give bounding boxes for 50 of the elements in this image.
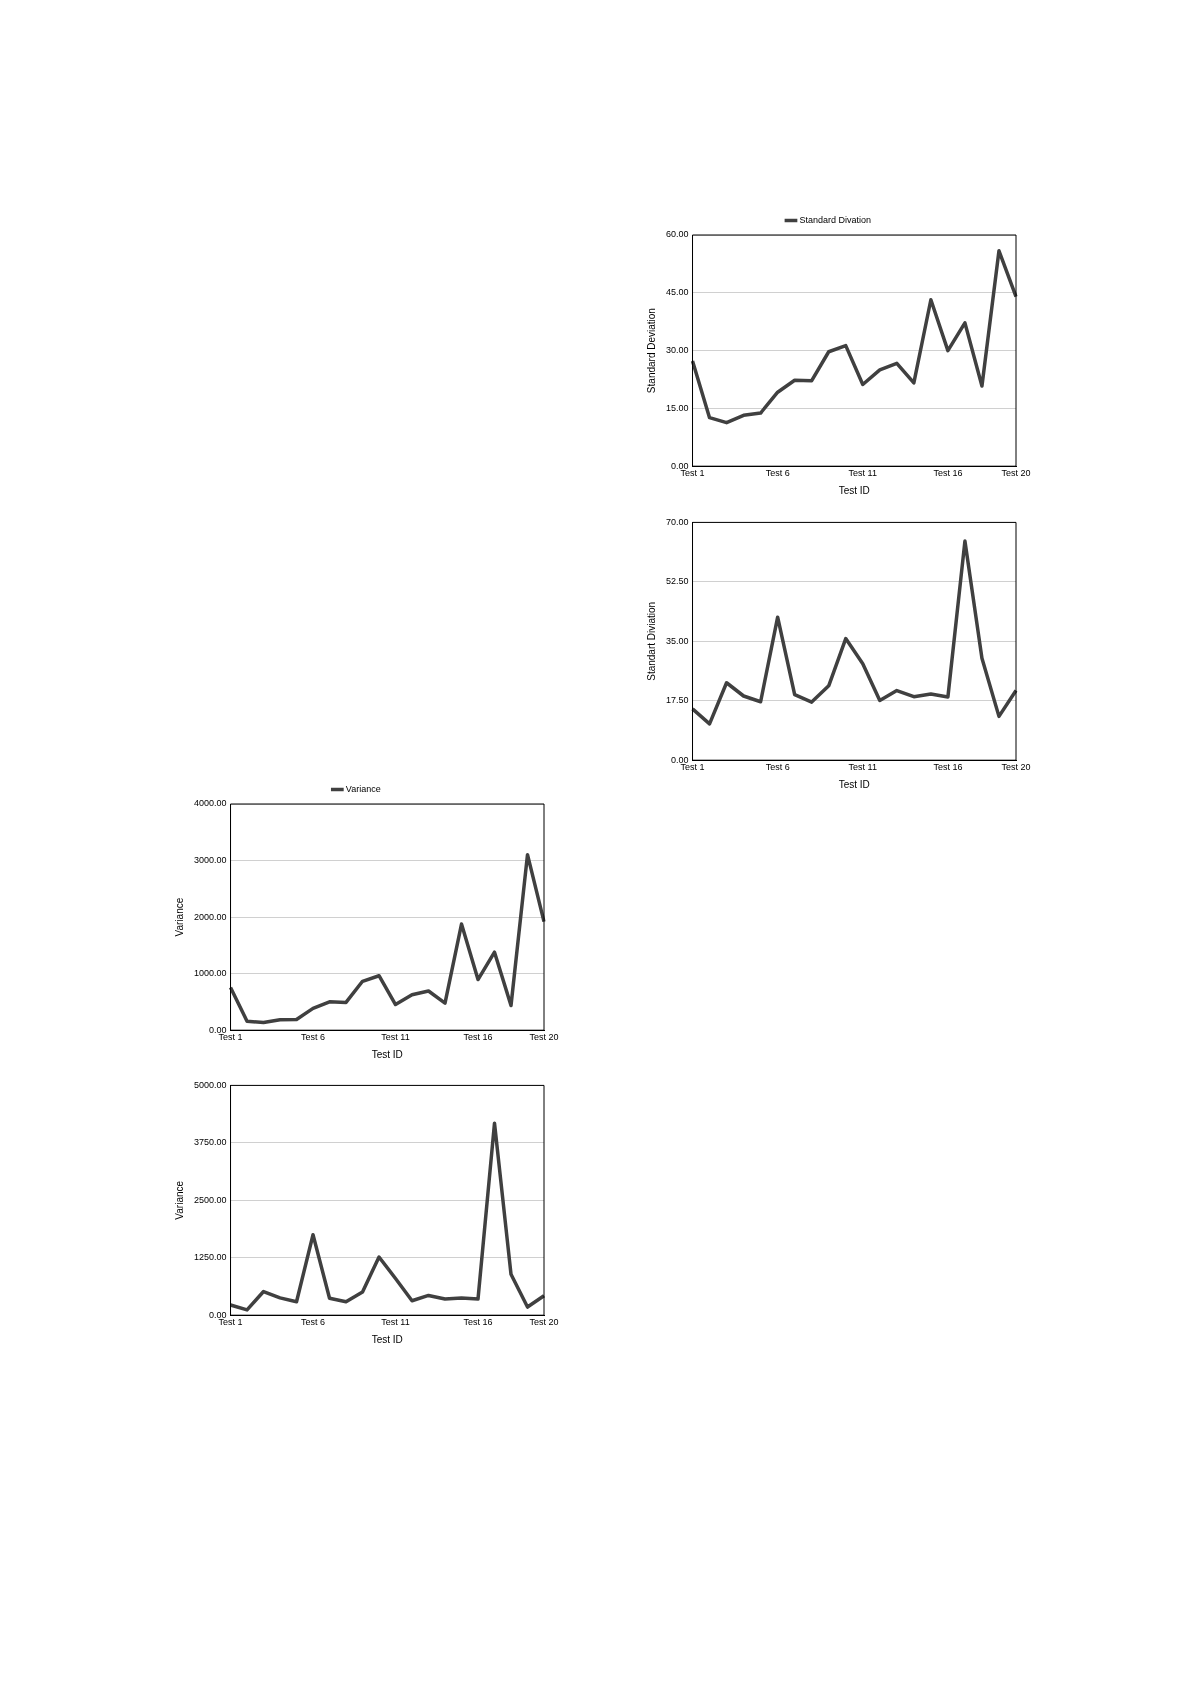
x-tick-label: Test 16 xyxy=(463,1317,493,1328)
y-tick-label: 2500.00 xyxy=(193,1194,227,1205)
x-tick-label: Test 11 xyxy=(848,762,877,773)
x-axis-title: Test ID xyxy=(838,778,870,790)
legend-label: Standard Divation xyxy=(799,214,872,225)
y-tick-label: 35.00 xyxy=(665,635,689,646)
x-tick-label: Test 1 xyxy=(218,1032,243,1043)
y-tick-label: 4000.00 xyxy=(193,798,227,809)
y-tick-label: 5000.00 xyxy=(193,1079,227,1090)
x-tick-label: Test 20 xyxy=(1001,468,1031,479)
y-tick-label: 15.00 xyxy=(665,402,689,413)
x-tick-label: Test 11 xyxy=(848,468,877,479)
y-tick-label: 0.00 xyxy=(209,1309,227,1320)
x-axis-title: Test ID xyxy=(371,1333,403,1345)
y-tick-label: 52.50 xyxy=(665,576,689,587)
x-tick-label: Test 11 xyxy=(381,1317,410,1328)
x-tick-label: Test 1 xyxy=(680,468,705,479)
y-axis-title: Standart Diviation xyxy=(645,601,657,681)
y-tick-label: 17.50 xyxy=(665,695,689,706)
y-tick-label: 45.00 xyxy=(665,287,689,298)
x-tick-label: Test 6 xyxy=(765,762,790,773)
y-tick-label: 70.00 xyxy=(665,516,689,527)
y-tick-label: 0.00 xyxy=(670,754,689,765)
y-axis-title: Standard Deviation xyxy=(645,308,657,394)
x-tick-label: Test 16 xyxy=(463,1032,493,1043)
y-tick-label: 1000.00 xyxy=(193,968,227,979)
x-tick-label: Test 11 xyxy=(381,1032,410,1043)
y-tick-label: 3000.00 xyxy=(193,855,227,866)
x-tick-label: Test 1 xyxy=(218,1317,243,1328)
legend-label: Variance xyxy=(345,783,381,794)
x-tick-label: Test 20 xyxy=(529,1317,559,1328)
y-tick-label: 30.00 xyxy=(665,345,689,356)
x-axis-title: Test ID xyxy=(838,484,870,496)
x-tick-label: Test 1 xyxy=(680,762,705,773)
y-tick-label: 2000.00 xyxy=(193,911,227,922)
y-tick-label: 3750.00 xyxy=(193,1137,227,1148)
x-tick-label: Test 16 xyxy=(933,762,963,773)
x-tick-label: Test 20 xyxy=(529,1032,559,1043)
x-tick-label: Test 16 xyxy=(933,468,963,479)
x-tick-label: Test 6 xyxy=(765,468,790,479)
y-tick-label: 1250.00 xyxy=(193,1252,227,1263)
y-axis-title: Variance xyxy=(173,897,185,937)
y-tick-label: 0.00 xyxy=(209,1024,227,1035)
x-axis-title: Test ID xyxy=(371,1048,403,1060)
x-tick-label: Test 20 xyxy=(1001,762,1031,773)
x-tick-label: Test 6 xyxy=(301,1032,326,1043)
y-axis-title: Variance xyxy=(173,1180,185,1220)
y-tick-label: 60.00 xyxy=(665,229,689,240)
x-tick-label: Test 6 xyxy=(301,1317,326,1328)
y-tick-label: 0.00 xyxy=(670,460,689,471)
